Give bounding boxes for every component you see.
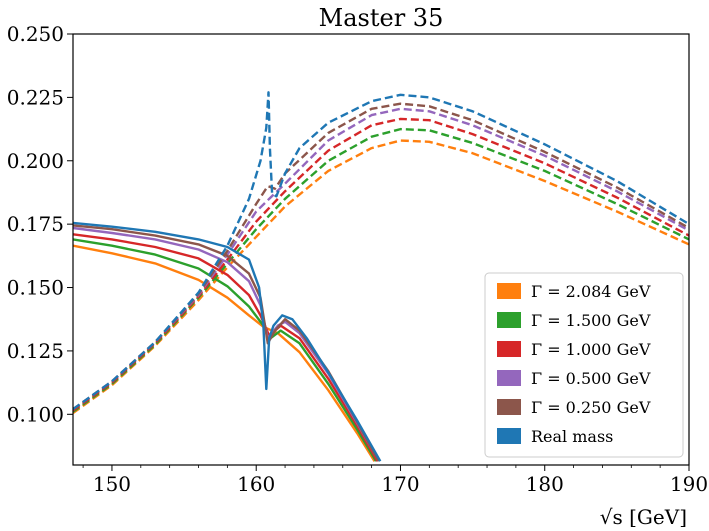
legend-label: Real mass: [531, 427, 613, 446]
legend-box: [484, 272, 684, 458]
y-tick-label: 0.125: [7, 339, 64, 363]
x-tick-label: 150: [93, 472, 131, 496]
chart-title: Master 35: [319, 4, 444, 32]
y-tick-label: 0.225: [7, 85, 64, 109]
legend-label: Γ = 0.500 GeV: [531, 369, 651, 388]
y-tick-label: 0.150: [7, 276, 64, 300]
y-tick-label: 0.175: [7, 212, 64, 236]
series-solid-line-3: [73, 226, 380, 462]
legend-label: Γ = 1.500 GeV: [531, 311, 651, 330]
series-solid-line-2: [73, 233, 379, 462]
plot-area: [73, 91, 689, 462]
x-tick-label: 160: [237, 472, 275, 496]
axes-frame: [72, 33, 690, 466]
legend-label: Γ = 2.084 GeV: [531, 282, 651, 301]
legend-label: Γ = 1.000 GeV: [531, 340, 651, 359]
legend-swatch: [497, 428, 521, 444]
legend-swatch: [497, 283, 521, 299]
legend-swatch: [497, 399, 521, 415]
x-tick-label: 170: [381, 472, 419, 496]
legend-swatch: [497, 370, 521, 386]
y-tick-label: 0.250: [7, 22, 64, 46]
x-tick-label: 190: [670, 472, 708, 496]
y-tick-label: 0.100: [7, 402, 64, 426]
x-axis-label: √s [GeV]: [600, 505, 687, 529]
x-tick-label: 180: [526, 472, 564, 496]
series-solid-line-0: [73, 244, 376, 462]
legend-label: Γ = 0.250 GeV: [531, 398, 651, 417]
series-solid-line-5: [73, 221, 382, 462]
legend-swatch: [497, 341, 521, 357]
legend-swatch: [497, 312, 521, 328]
y-tick-label: 0.200: [7, 149, 64, 173]
axis-ticks: 150 160 170 180 190 0.100 0.125 0.150 0.175 0.200…: [7, 22, 708, 496]
series-dashed-line-5: [73, 91, 689, 411]
legend: Γ = 2.084 GeV Γ = 1.500 GeV Γ = 1.000 GeV Γ…: [484, 272, 684, 458]
